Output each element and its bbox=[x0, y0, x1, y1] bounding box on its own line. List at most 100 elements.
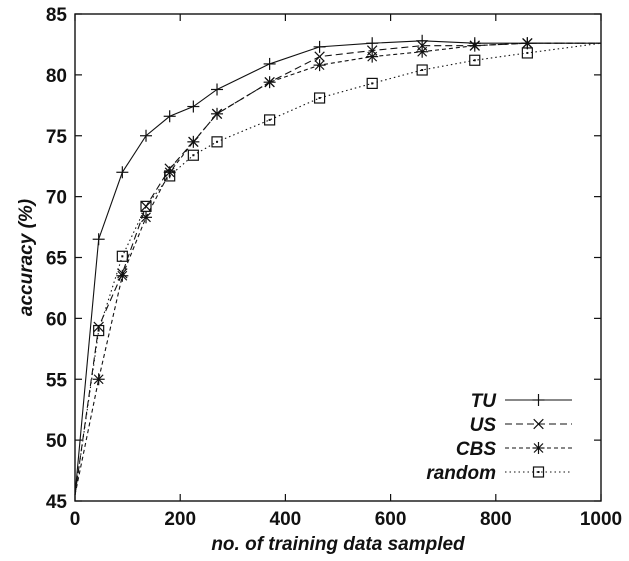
data-point-tu bbox=[187, 100, 200, 113]
y-tick-label: 55 bbox=[46, 370, 68, 391]
marker-stroke bbox=[314, 51, 325, 62]
marker-stroke bbox=[469, 54, 481, 66]
data-point-random bbox=[164, 170, 176, 182]
marker-stroke bbox=[533, 443, 544, 453]
marker-stroke bbox=[93, 321, 104, 333]
marker-stroke bbox=[469, 40, 480, 51]
data-point-random bbox=[313, 92, 326, 104]
data-point-cbs bbox=[140, 211, 153, 224]
marker-dot bbox=[268, 118, 271, 121]
series-tu bbox=[74, 34, 601, 495]
legend-label-cbs: CBS bbox=[456, 439, 496, 460]
legend-label-random: random bbox=[426, 463, 496, 484]
data-point-tu bbox=[211, 83, 224, 96]
x-tick-label: 0 bbox=[70, 509, 81, 530]
data-point-random bbox=[116, 250, 128, 262]
marker-stroke bbox=[140, 200, 152, 212]
data-point-random bbox=[521, 47, 533, 59]
data-point-cbs bbox=[116, 269, 129, 282]
series-line-us bbox=[74, 42, 601, 495]
legend-label-tu: TU bbox=[471, 391, 498, 412]
legend-label-us: US bbox=[470, 415, 497, 436]
data-point-tu bbox=[416, 34, 429, 47]
series-line-cbs bbox=[74, 42, 601, 496]
data-point-us bbox=[314, 51, 325, 62]
y-axis: 45 50 55 60 65 70 75 80 85 bbox=[46, 5, 601, 513]
marker-dot bbox=[145, 205, 148, 208]
marker-stroke bbox=[117, 270, 128, 281]
x-axis-title: no. of training data sampled bbox=[211, 534, 465, 555]
marker-stroke bbox=[313, 92, 326, 104]
x-tick-label: 800 bbox=[480, 509, 512, 530]
x-tick-label: 1000 bbox=[580, 509, 622, 530]
marker-stroke bbox=[532, 466, 545, 478]
y-tick-label: 85 bbox=[46, 5, 68, 26]
data-point-tu bbox=[263, 57, 276, 70]
data-point-tu bbox=[366, 37, 379, 50]
marker-stroke bbox=[533, 418, 544, 430]
data-point-random bbox=[416, 64, 428, 76]
data-point-random bbox=[264, 114, 276, 126]
legend-marker-us bbox=[533, 418, 544, 430]
marker-stroke bbox=[187, 149, 199, 161]
data-point-random bbox=[140, 200, 152, 212]
marker-stroke bbox=[164, 167, 175, 178]
legend: TU US CBS random bbox=[426, 391, 572, 484]
data-point-tu bbox=[116, 166, 129, 179]
data-point-random bbox=[211, 136, 223, 148]
marker-stroke bbox=[521, 47, 533, 59]
marker-stroke bbox=[264, 114, 276, 126]
data-point-cbs bbox=[416, 45, 429, 58]
y-tick-label: 65 bbox=[46, 249, 68, 270]
marker-stroke bbox=[93, 374, 104, 385]
y-tick-label: 75 bbox=[46, 127, 68, 148]
data-point-random bbox=[93, 324, 105, 337]
data-point-random bbox=[187, 149, 199, 161]
marker-stroke bbox=[188, 136, 199, 147]
data-point-cbs bbox=[187, 135, 200, 148]
marker-stroke bbox=[367, 51, 378, 62]
marker-stroke bbox=[141, 212, 151, 223]
marker-dot bbox=[526, 51, 529, 54]
marker-stroke bbox=[416, 64, 428, 76]
series-line-random bbox=[74, 42, 602, 495]
marker-stroke bbox=[164, 170, 176, 182]
marker-stroke bbox=[93, 324, 105, 337]
marker-dot bbox=[192, 154, 195, 157]
data-point-tu bbox=[92, 233, 105, 246]
data-point-random bbox=[366, 77, 378, 89]
marker-dot bbox=[371, 82, 374, 85]
x-tick-label: 600 bbox=[375, 509, 407, 530]
marker-stroke bbox=[212, 108, 222, 119]
y-tick-label: 45 bbox=[46, 492, 68, 513]
data-point-tu bbox=[140, 129, 153, 142]
data-point-cbs bbox=[468, 39, 481, 52]
data-point-random bbox=[469, 54, 481, 66]
marker-dot bbox=[168, 174, 171, 177]
marker-stroke bbox=[366, 77, 378, 89]
marker-stroke bbox=[116, 250, 128, 262]
legend-marker-cbs bbox=[532, 442, 545, 454]
marker-dot bbox=[318, 97, 321, 100]
series-layer bbox=[74, 34, 602, 496]
series-random bbox=[74, 42, 602, 495]
data-point-cbs bbox=[521, 37, 534, 50]
y-axis-title: accuracy (%) bbox=[16, 199, 37, 316]
data-point-us bbox=[93, 321, 104, 333]
data-point-tu bbox=[163, 110, 176, 123]
data-point-cbs bbox=[211, 107, 224, 120]
x-tick-label: 200 bbox=[164, 509, 196, 530]
marker-dot bbox=[421, 69, 424, 72]
y-tick-label: 80 bbox=[46, 66, 67, 87]
marker-dot bbox=[537, 471, 540, 473]
marker-stroke bbox=[264, 77, 275, 88]
plot-frame bbox=[74, 13, 602, 502]
data-point-cbs bbox=[313, 59, 326, 72]
marker-dot bbox=[216, 140, 219, 143]
marker-stroke bbox=[522, 38, 533, 49]
y-tick-label: 70 bbox=[46, 188, 67, 209]
series-line-tu bbox=[74, 40, 601, 495]
marker-stroke bbox=[417, 46, 428, 57]
data-point-cbs bbox=[263, 76, 276, 89]
